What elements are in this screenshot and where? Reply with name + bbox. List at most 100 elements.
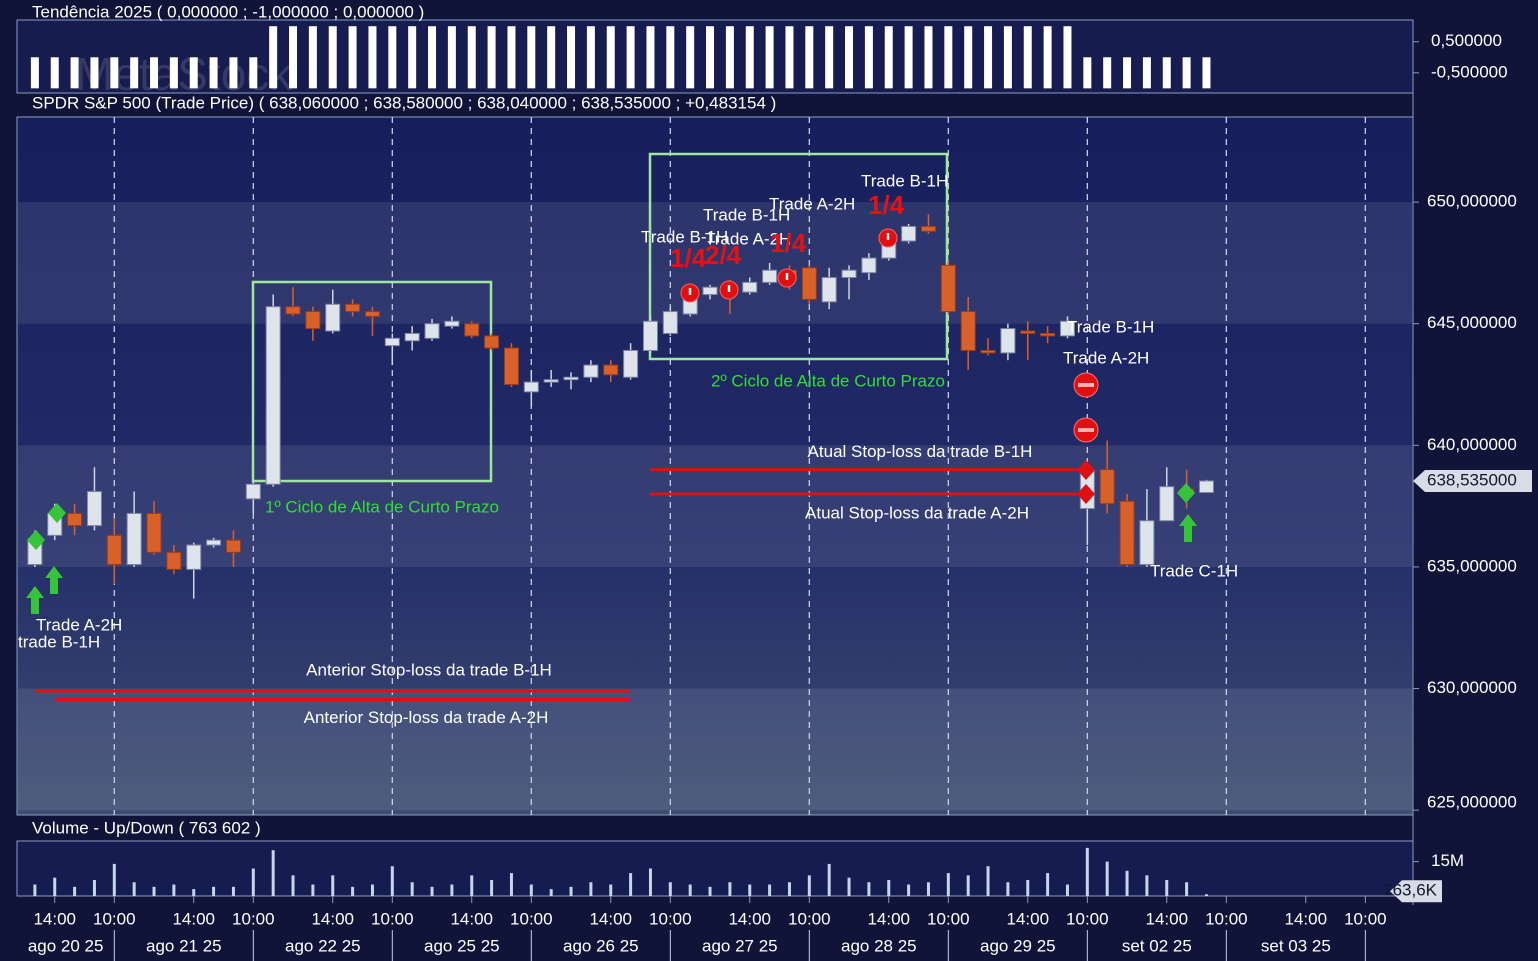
volume-bar <box>589 882 593 896</box>
indicator-bar <box>90 57 99 89</box>
volume-bar <box>132 882 136 896</box>
volume-bar <box>629 873 633 896</box>
candle-body <box>325 303 341 332</box>
candle-body <box>245 483 261 500</box>
candle-body <box>623 349 639 378</box>
candle-body <box>384 337 400 347</box>
band <box>18 202 1412 324</box>
indicator-bar <box>209 57 218 89</box>
volume-bar <box>926 882 930 896</box>
indicator-bar <box>527 26 536 89</box>
candle-body <box>404 332 420 342</box>
last-price-tag <box>1413 469 1532 492</box>
volume-bar <box>112 863 116 896</box>
indicator-bar <box>1003 26 1012 89</box>
indicator-bar <box>150 57 159 89</box>
indicator-bar <box>964 26 973 89</box>
signal-diamond <box>48 503 66 523</box>
candle-body <box>642 320 658 351</box>
volume-bar <box>768 884 772 896</box>
price-title: SPDR S&P 500 (Trade Price) ( 638,060000 … <box>32 93 776 112</box>
candle-body <box>702 286 718 296</box>
y-tick-label: 635,000000 <box>1427 556 1517 575</box>
buy-arrow <box>26 586 44 614</box>
candle-body <box>523 381 539 393</box>
candle-body <box>186 544 202 570</box>
candle-body <box>901 225 917 242</box>
date-label: ago 22 25 <box>285 936 361 955</box>
indicator-bar <box>666 26 675 89</box>
volume-bar <box>787 882 791 896</box>
indicator-bar <box>447 26 456 89</box>
indicator-bar <box>1142 57 1151 89</box>
cycle-box <box>648 152 949 361</box>
x-tick-label: 14:00 <box>172 909 215 928</box>
volume-bar <box>907 884 911 896</box>
candle-body <box>1040 332 1056 337</box>
volume-bar <box>271 850 275 896</box>
annotation: Trade B-1H <box>641 227 728 246</box>
date-label: ago 21 25 <box>146 936 222 955</box>
candle-body <box>861 257 877 274</box>
last-price-label: 638,535000 <box>1427 470 1517 489</box>
volume-bar <box>648 868 652 896</box>
candle-body <box>464 323 480 337</box>
volume-bar <box>410 882 414 896</box>
candle-body <box>285 306 301 315</box>
alert-mark <box>727 285 731 292</box>
volume-bar <box>1204 894 1208 896</box>
signal-diamond <box>27 530 45 550</box>
y-tick-label: 650,000000 <box>1427 192 1517 211</box>
candle-body <box>484 335 500 349</box>
candle-body <box>503 347 519 386</box>
candle-body <box>662 311 678 334</box>
volume-bar <box>708 886 712 896</box>
indicator-bar <box>646 26 655 89</box>
volume-bar <box>827 863 831 896</box>
buy-arrow <box>1179 514 1197 542</box>
candle-body <box>920 225 936 232</box>
volume-bar <box>1125 870 1129 896</box>
volume-bar <box>1065 884 1069 896</box>
x-tick-label: 10:00 <box>1066 909 1109 928</box>
volume-bar <box>291 875 295 896</box>
alert-mark <box>886 233 890 240</box>
indicator-bar <box>1162 57 1171 89</box>
volume-bar <box>53 877 57 896</box>
stop-marker <box>1077 484 1095 504</box>
volume-bar <box>1105 861 1109 896</box>
indicator-bar <box>845 26 854 89</box>
indicator-bar <box>547 26 556 89</box>
volume-bar <box>748 884 752 896</box>
volume-bar <box>529 884 533 896</box>
candle-body <box>345 303 361 313</box>
indicator-bar <box>229 57 238 89</box>
indicator-bar <box>725 26 734 89</box>
watermark: MetaStock <box>75 48 293 100</box>
candle-body <box>801 267 817 300</box>
candle-body <box>543 379 559 383</box>
candle-body <box>1159 486 1175 522</box>
indicator-bar <box>606 26 615 89</box>
volume-bar <box>351 886 355 896</box>
indicator-bar <box>626 26 635 89</box>
indicator-bar <box>1023 26 1032 89</box>
y-tick-label: -0,500000 <box>1431 62 1508 81</box>
volume-bar <box>152 886 156 896</box>
x-tick-label: 10:00 <box>93 909 136 928</box>
volume-bar <box>1185 882 1189 896</box>
volume-bar <box>728 882 732 896</box>
last-volume-label: 763,6K <box>1383 881 1438 900</box>
annotation: 1/4 <box>868 190 905 220</box>
annotation: 1/4 <box>670 243 707 273</box>
volume-panel <box>16 840 1414 897</box>
volume-bar <box>1145 875 1149 896</box>
alert-mark <box>688 288 692 295</box>
candle-body <box>1020 330 1036 334</box>
volume-bar <box>569 886 573 896</box>
candle-body <box>1198 480 1214 494</box>
annotation: Trade B-1H <box>1067 317 1154 336</box>
volume-bar <box>450 884 454 896</box>
volume-bar <box>867 882 871 896</box>
annotation: Trade B-1H <box>703 205 790 224</box>
